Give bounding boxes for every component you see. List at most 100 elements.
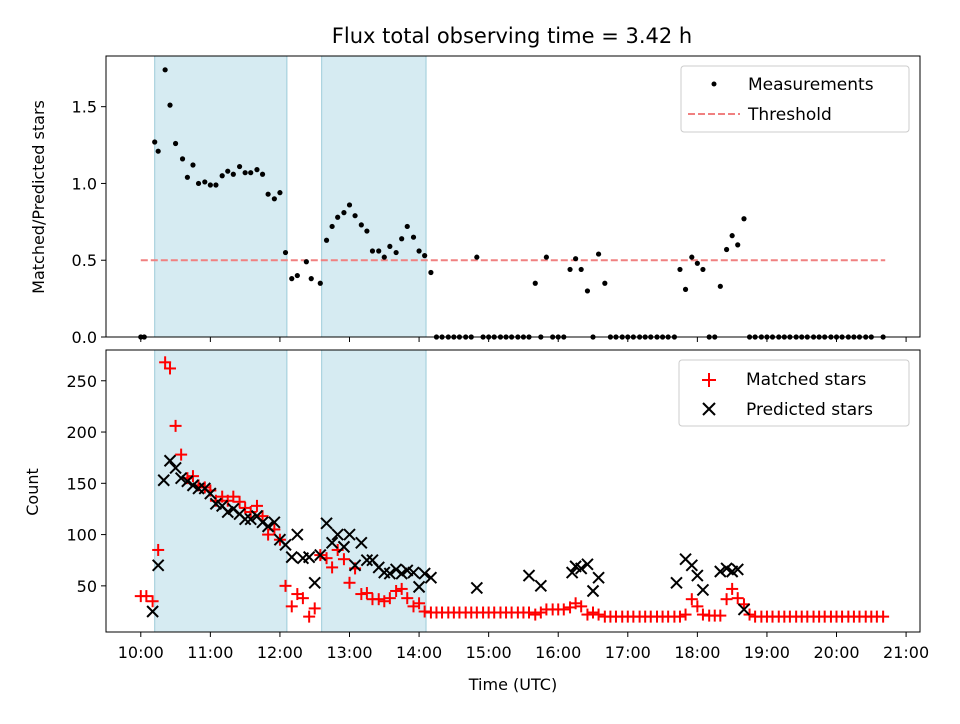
predicted-star-point — [383, 567, 397, 580]
measurement-point — [254, 167, 260, 173]
matched-star-point — [679, 608, 692, 621]
matched-star-point — [233, 495, 246, 508]
predicted-star-point — [565, 566, 579, 579]
x-tick-label: 20:00 — [813, 643, 859, 662]
predicted-star-point — [285, 550, 298, 564]
measurement-point — [573, 256, 579, 262]
matched-star-point — [383, 592, 396, 605]
predicted-star-point — [670, 576, 683, 589]
matched-star-point — [731, 592, 744, 605]
predicted-star-point — [685, 559, 699, 572]
measurement-point — [543, 254, 549, 260]
measurement-point — [595, 251, 602, 257]
matched-star-point — [592, 608, 605, 621]
matched-star-point — [720, 593, 733, 606]
measurement-point — [410, 234, 417, 240]
matched-star-point — [575, 600, 588, 613]
measurement-point — [155, 148, 161, 154]
measurement-point — [578, 266, 584, 273]
measurement-point — [236, 163, 243, 170]
measurement-point — [294, 272, 300, 279]
count-legend: Matched stars Predicted stars — [678, 359, 910, 427]
measurement-point — [317, 280, 323, 286]
measurement-point — [271, 196, 277, 202]
measurement-point — [289, 276, 295, 282]
predicted-star-point — [146, 605, 159, 618]
matched-star-point — [395, 582, 408, 595]
measurement-point — [584, 288, 591, 294]
measurement-point — [376, 248, 382, 254]
legend-measurements-marker — [711, 81, 717, 87]
ratio-legend-box — [680, 65, 910, 133]
y-tick-label: 100 — [66, 526, 97, 545]
measurement-point — [422, 253, 428, 259]
matched-star-point — [372, 593, 385, 606]
matched-star-point — [673, 610, 686, 623]
predicted-star-point — [174, 471, 188, 485]
matched-star-point — [262, 528, 275, 541]
legend-matched-label: Matched stars — [746, 370, 866, 390]
predicted-star-point — [163, 454, 177, 467]
measurement-point — [225, 168, 231, 174]
measurement-point — [694, 260, 700, 266]
measurement-point — [729, 233, 735, 239]
measurement-point — [404, 223, 410, 230]
matched-star-point — [343, 576, 356, 589]
shaded-interval — [154, 55, 288, 338]
x-tick-label: 12:00 — [257, 643, 303, 662]
measurement-point — [682, 286, 689, 292]
measurement-point — [393, 249, 399, 256]
predicted-star-point — [314, 548, 327, 562]
matched-star-point — [152, 543, 165, 556]
matched-star-point — [337, 553, 350, 566]
measurement-point — [741, 216, 747, 222]
predicted-star-point — [574, 562, 588, 575]
matched-star-point — [390, 584, 403, 597]
predicted-star-point — [238, 512, 252, 526]
measurement-point — [723, 246, 730, 253]
x-axis-label: Time (UTC) — [468, 675, 557, 694]
ratio-panel: 0.0 0.5 1.0 1.5 Matched/Predicted stars Mea… — [29, 55, 921, 347]
matched-star-point — [164, 362, 177, 375]
measurement-point — [282, 249, 289, 256]
matched-star-point — [285, 600, 298, 613]
shaded-interval — [321, 349, 427, 633]
matched-star-point — [523, 606, 536, 619]
measurement-point — [387, 243, 393, 250]
matched-star-point — [303, 610, 316, 623]
predicted-star-point — [169, 461, 182, 475]
predicted-star-point — [244, 512, 257, 526]
matched-star-point — [244, 506, 257, 519]
measurement-point — [162, 67, 168, 73]
predicted-star-point — [581, 558, 594, 571]
predicted-star-point — [279, 538, 292, 552]
measurement-point — [416, 248, 422, 254]
x-tick-label: 15:00 — [466, 643, 512, 662]
measurement-point — [184, 174, 190, 180]
measurement-point — [677, 266, 683, 273]
measurement-point — [323, 237, 330, 243]
matched-star-point — [250, 499, 263, 512]
count-panel: 50 100 150 200 250 10:00 11:00 12:00 13:00 14:00… — [23, 349, 929, 694]
matched-star-point — [146, 595, 159, 608]
matched-star-point — [726, 582, 739, 595]
predicted-star-point — [181, 475, 194, 488]
measurement-point — [167, 102, 173, 108]
y-tick-label: 0.5 — [72, 251, 97, 270]
matched-star-point — [401, 592, 414, 605]
matched-star-point — [877, 610, 890, 623]
predicted-star-point — [737, 603, 751, 616]
matched-star-point — [326, 561, 339, 574]
legend-predicted-label: Predicted stars — [746, 400, 873, 420]
predicted-star-point — [691, 569, 704, 582]
predicted-star-point — [320, 517, 333, 530]
measurement-point — [689, 254, 695, 260]
predicted-star-point — [337, 540, 351, 554]
measurement-point — [602, 280, 608, 286]
measurement-point — [567, 266, 573, 273]
measurement-point — [329, 223, 335, 230]
legend-matched-marker — [702, 373, 716, 387]
y-tick-label: 200 — [66, 423, 97, 442]
matched-star-point — [696, 608, 709, 621]
